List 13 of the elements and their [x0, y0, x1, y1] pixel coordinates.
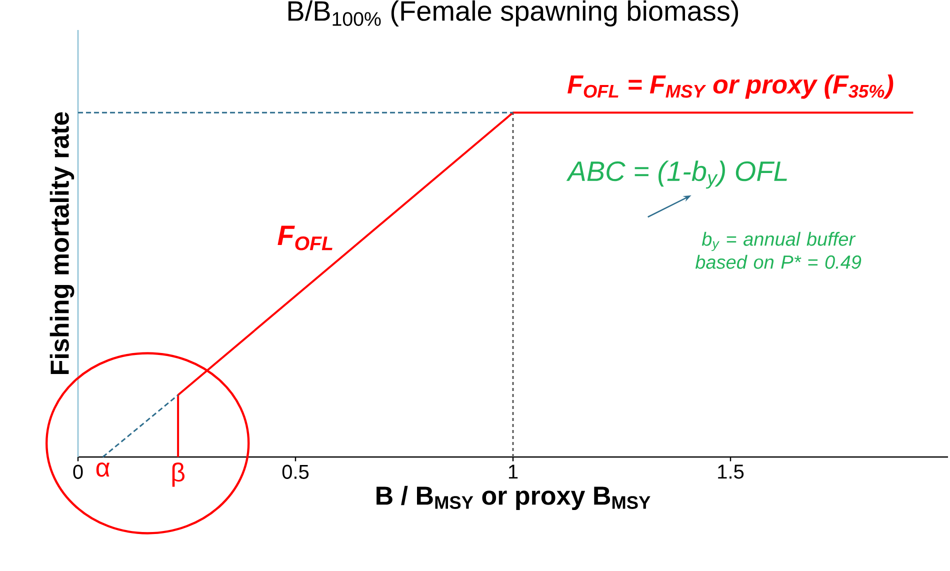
series-label: F$_{OFL}$	[278, 226, 332, 250]
x-tick-label: 1.5	[718, 464, 744, 479]
annotation: ABC = (1-b$_{y}$) OFL	[566, 160, 787, 189]
annotation: β	[172, 462, 185, 487]
annotation: α	[96, 462, 110, 477]
x-tick-label: 0	[73, 464, 83, 479]
y-axis-title: Fishing mortality rate	[50, 112, 74, 374]
text: F$_{OFL}$ = F$_{MSY}$ or proxy (F$_{35%}$)	[568, 74, 894, 99]
annotation: b$_{y}$ = annual buffer based on P* = 0.49	[695, 232, 862, 269]
x-tick-label: 0.5	[282, 464, 309, 479]
x-axis-title: B / B$_{MSY}$ or proxy B$_{MSY}$	[376, 486, 650, 510]
x-tick-label: 1	[508, 464, 518, 479]
chart-title: B/B$_{100%}$ (Female spawning biomass)	[288, 0, 738, 26]
